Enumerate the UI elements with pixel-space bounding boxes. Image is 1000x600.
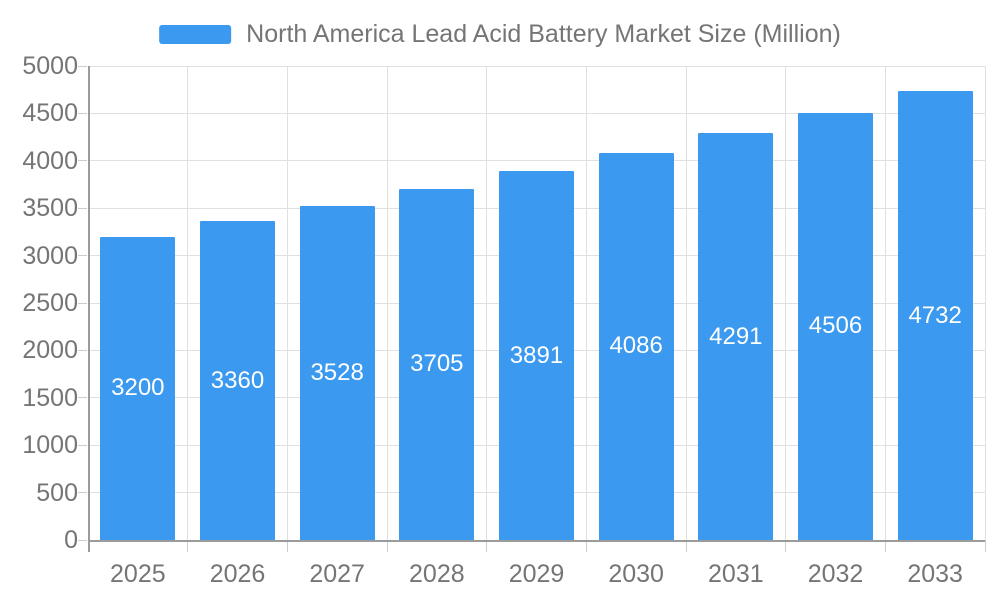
x-axis-tick-label: 2027 bbox=[309, 560, 365, 588]
y-axis-tick bbox=[78, 349, 87, 351]
bar[interactable]: 4732 bbox=[897, 91, 973, 540]
x-axis-tick bbox=[984, 540, 986, 552]
y-axis-tick-label: 4000 bbox=[22, 146, 78, 175]
bar[interactable]: 3891 bbox=[499, 171, 574, 540]
plot-area: 3200 3360 3528 3705 3891 4086 4291 4506 4732 bbox=[78, 65, 986, 552]
gridline-vertical bbox=[286, 66, 288, 540]
y-axis-tick bbox=[78, 160, 87, 162]
y-axis-tick bbox=[78, 492, 87, 494]
x-axis-line bbox=[88, 540, 985, 542]
y-axis-tick bbox=[78, 112, 87, 114]
y-axis-tick bbox=[78, 207, 87, 209]
y-axis-tick-label: 500 bbox=[36, 478, 78, 507]
bar-value-label: 3528 bbox=[310, 358, 364, 386]
y-axis-tick bbox=[78, 397, 87, 399]
bar[interactable]: 3200 bbox=[100, 236, 176, 540]
gridline-vertical bbox=[386, 66, 388, 540]
y-axis-tick-label: 4500 bbox=[22, 99, 78, 128]
x-axis-tick bbox=[884, 540, 886, 552]
x-axis-tick bbox=[585, 540, 587, 552]
x-axis-tick-label: 2031 bbox=[708, 560, 764, 588]
bar-value-label: 3200 bbox=[111, 374, 165, 402]
x-axis-tick-label: 2026 bbox=[209, 560, 266, 588]
x-axis-tick bbox=[286, 540, 288, 552]
y-axis-line bbox=[88, 66, 90, 552]
bar-value-label: 4086 bbox=[609, 332, 663, 360]
gridline-vertical bbox=[486, 66, 488, 540]
gridline-vertical bbox=[884, 66, 886, 540]
gridline-vertical bbox=[984, 66, 986, 540]
bar[interactable]: 3528 bbox=[299, 205, 375, 540]
y-axis-tick bbox=[78, 255, 87, 257]
gridline-vertical bbox=[585, 66, 587, 540]
y-axis-tick bbox=[78, 302, 87, 304]
x-axis-tick-label: 2033 bbox=[907, 560, 963, 588]
bar[interactable]: 4506 bbox=[798, 112, 873, 540]
y-axis-tick-label: 2000 bbox=[22, 336, 78, 365]
x-axis-tick bbox=[785, 540, 787, 552]
gridline-vertical bbox=[685, 66, 687, 540]
y-axis-tick-label: 1500 bbox=[22, 383, 78, 412]
gridline-horizontal bbox=[88, 160, 985, 162]
x-axis-tick-label: 2028 bbox=[409, 560, 465, 588]
bar-value-label: 3705 bbox=[410, 350, 464, 378]
y-axis-tick-label: 0 bbox=[64, 526, 78, 554]
bar[interactable]: 4291 bbox=[698, 133, 774, 540]
x-axis-tick-label: 2032 bbox=[807, 560, 864, 588]
y-axis-tick bbox=[78, 444, 87, 446]
x-axis-tick bbox=[486, 540, 488, 552]
y-axis-tick-label: 3000 bbox=[22, 241, 78, 270]
x-axis-tick-label: 2030 bbox=[608, 560, 664, 588]
x-axis-tick-label: 2025 bbox=[110, 560, 166, 588]
y-axis-tick bbox=[78, 65, 87, 67]
bar-value-label: 3891 bbox=[509, 341, 564, 369]
x-axis-tick bbox=[685, 540, 687, 552]
x-axis-tick-label: 2029 bbox=[508, 560, 565, 588]
bar-value-label: 4506 bbox=[808, 312, 863, 340]
bar-value-label: 3360 bbox=[210, 366, 265, 394]
bar-value-label: 4291 bbox=[709, 322, 763, 350]
gridline-horizontal bbox=[88, 65, 985, 67]
gridline-vertical bbox=[187, 66, 189, 540]
legend-item[interactable]: North America Lead Acid Battery Market S… bbox=[159, 22, 841, 47]
y-axis-tick-label: 3500 bbox=[22, 194, 78, 223]
y-axis-tick-label: 5000 bbox=[22, 52, 78, 80]
x-axis-tick bbox=[386, 540, 388, 552]
bar[interactable]: 3360 bbox=[200, 221, 275, 540]
bar[interactable]: 3705 bbox=[399, 188, 475, 540]
legend-label: North America Lead Acid Battery Market S… bbox=[246, 20, 841, 48]
gridline-horizontal bbox=[88, 112, 985, 114]
bar[interactable]: 4086 bbox=[598, 152, 674, 540]
x-axis-tick bbox=[187, 540, 189, 552]
gridline-vertical bbox=[785, 66, 787, 540]
y-axis-tick-label: 2500 bbox=[22, 289, 78, 317]
y-axis-tick-label: 1000 bbox=[22, 431, 78, 460]
legend-swatch bbox=[159, 25, 232, 44]
bar-value-label: 4732 bbox=[908, 301, 962, 329]
y-axis-tick bbox=[78, 539, 87, 541]
